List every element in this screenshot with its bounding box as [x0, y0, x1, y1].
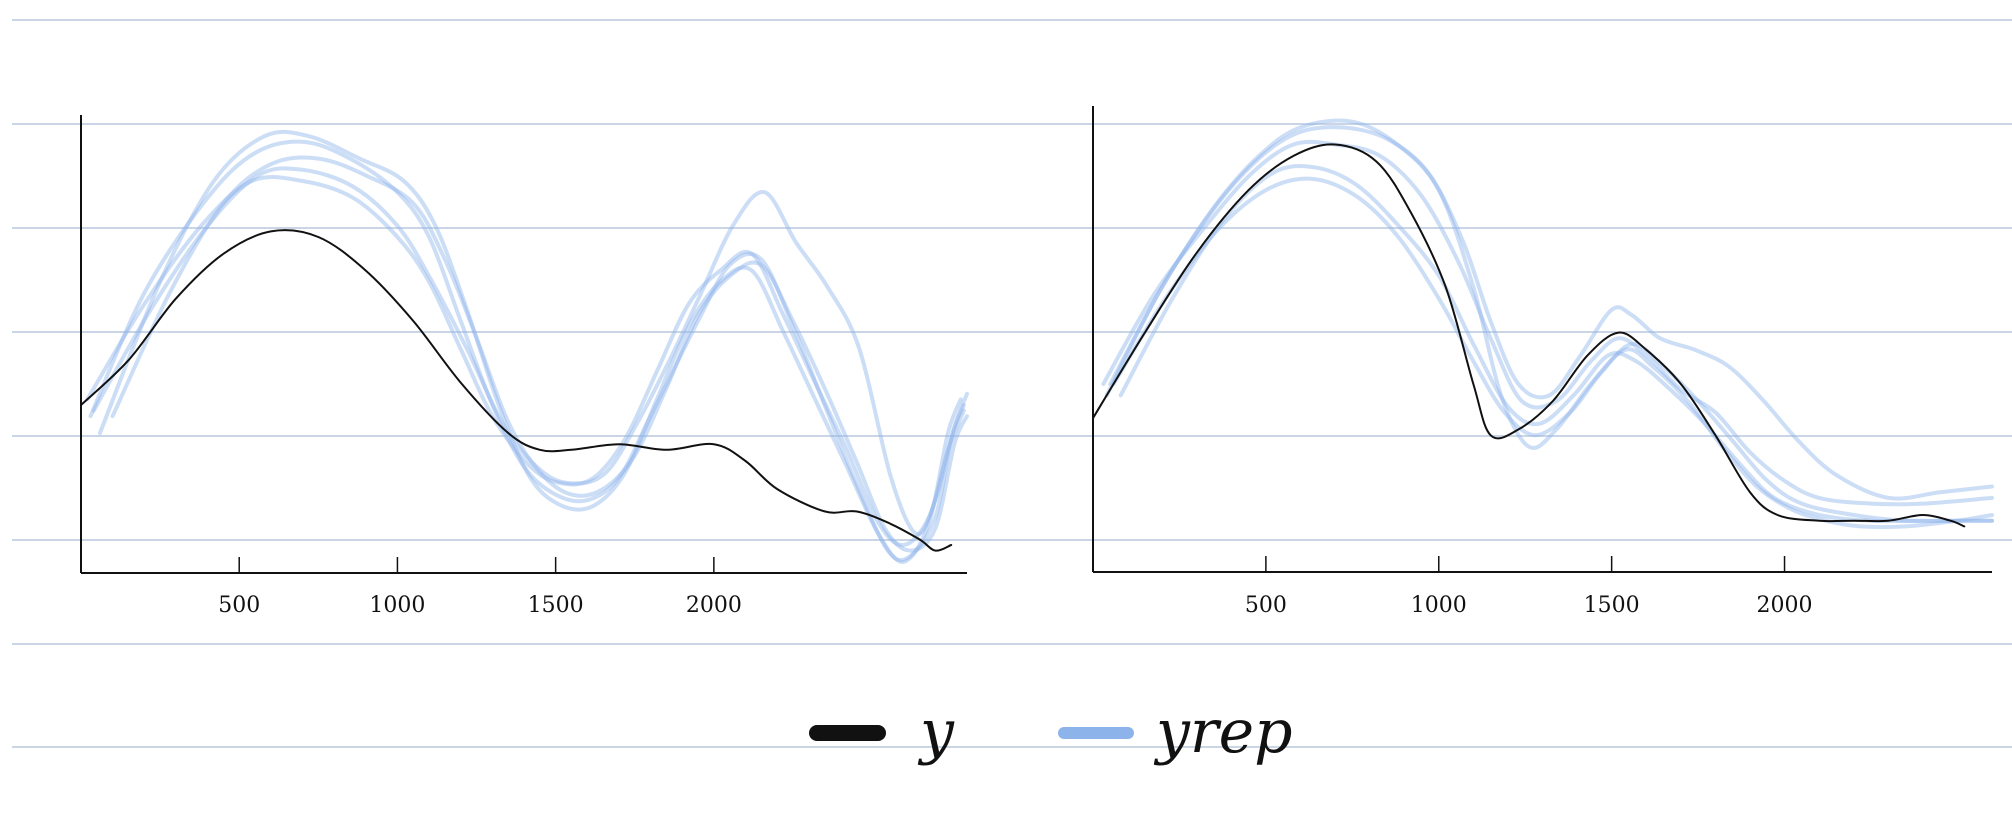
x-tick-label: 2000 — [686, 593, 742, 618]
ruled-lines — [12, 19, 2012, 748]
observed-y-line — [80, 229, 953, 552]
chart-panel-right: 500 1000 1500 2000 — [1092, 106, 1994, 618]
yrep-line — [1111, 176, 1994, 524]
x-tick-label: 1500 — [1584, 593, 1640, 618]
yrep-line — [110, 155, 969, 553]
yrep-line — [1101, 139, 1994, 507]
x-tick-label: 1500 — [528, 593, 584, 618]
yrep-line — [98, 129, 963, 564]
yrep-line — [91, 166, 969, 537]
yrep-line — [1118, 164, 1994, 524]
yrep-line — [1104, 125, 1994, 501]
observed-y-line — [1092, 143, 1966, 528]
yrep-line — [88, 139, 966, 563]
x-tick-label: 500 — [218, 593, 260, 618]
legend: y yrep — [809, 697, 1293, 767]
x-tick-label: 500 — [1245, 593, 1287, 618]
x-tick-label: 1000 — [369, 593, 425, 618]
legend-replicate-label: yrep — [1153, 697, 1293, 767]
x-tick-label: 1000 — [1411, 593, 1467, 618]
yrep-line — [85, 174, 966, 548]
chart-panel-left: 500 1000 1500 2000 — [80, 115, 969, 618]
legend-observed-label: y — [917, 697, 955, 767]
x-tick-label: 2000 — [1757, 593, 1813, 618]
